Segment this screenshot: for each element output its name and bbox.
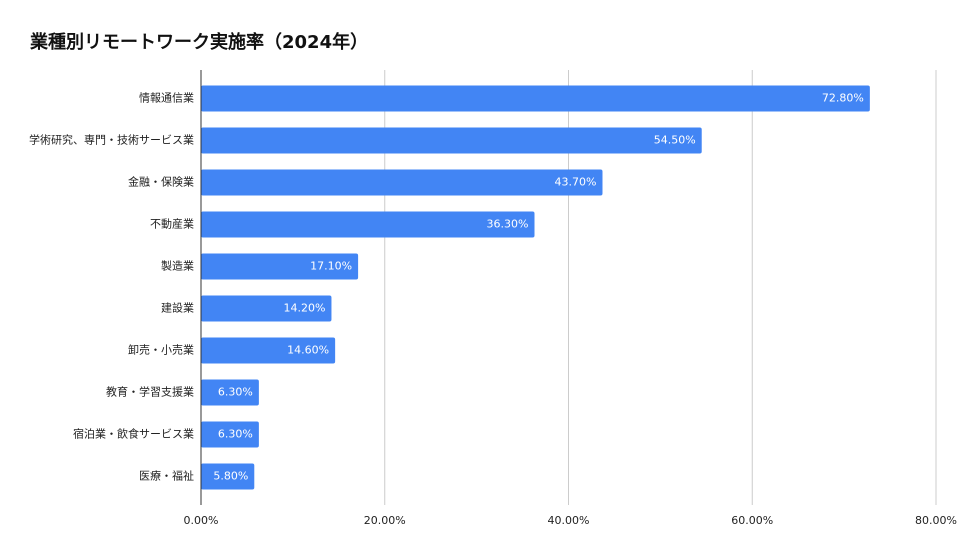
category-label: 建設業 (161, 301, 194, 315)
data-label: 17.10% (310, 260, 352, 273)
bars (201, 85, 870, 490)
bar (201, 337, 336, 364)
category-label: 情報通信業 (139, 92, 194, 105)
category-label: 金融・保険業 (128, 175, 194, 189)
data-label: 36.30% (487, 218, 529, 231)
data-label: 14.20% (284, 302, 326, 315)
bar (201, 463, 255, 490)
x-tick-labels: 0.00% 20.00% 40.00% 60.00% 80.00% (184, 514, 957, 527)
x-tick-label: 20.00% (364, 514, 406, 527)
bar (201, 379, 259, 406)
bar (201, 211, 535, 238)
bar (201, 85, 870, 112)
category-labels: 情報通信業学術研究、専門・技術サービス業金融・保険業不動産業製造業建設業卸売・小… (29, 92, 194, 483)
bar (201, 127, 702, 154)
x-tick-label: 0.00% (184, 514, 219, 527)
data-label: 14.60% (287, 344, 329, 357)
category-label: 宿泊業・飲食サービス業 (73, 427, 194, 441)
bar (201, 295, 332, 322)
x-tick-label: 80.00% (915, 514, 957, 527)
bar (201, 169, 603, 196)
category-label: 不動産業 (150, 217, 194, 231)
bar (201, 421, 259, 448)
data-label: 54.50% (654, 134, 696, 147)
x-tick-label: 40.00% (548, 514, 590, 527)
data-label: 6.30% (218, 386, 253, 399)
category-label: 教育・学習支援業 (106, 385, 194, 399)
category-label: 医療・福祉 (139, 469, 194, 483)
chart-title: 業種別リモートワーク実施率（2024年） (30, 32, 369, 53)
data-labels: 72.80% 54.50% 43.70% 36.30% 17.10% 14.20% 14.6… (213, 92, 864, 483)
data-label: 43.70% (555, 176, 597, 189)
category-label: 学術研究、専門・技術サービス業 (29, 133, 194, 147)
category-label: 卸売・小売業 (128, 343, 194, 357)
data-label: 72.80% (822, 92, 864, 105)
data-label: 5.80% (213, 470, 248, 483)
bar (201, 253, 359, 280)
x-tick-label: 60.00% (731, 514, 773, 527)
category-label: 製造業 (161, 259, 194, 273)
data-label: 6.30% (218, 428, 253, 441)
